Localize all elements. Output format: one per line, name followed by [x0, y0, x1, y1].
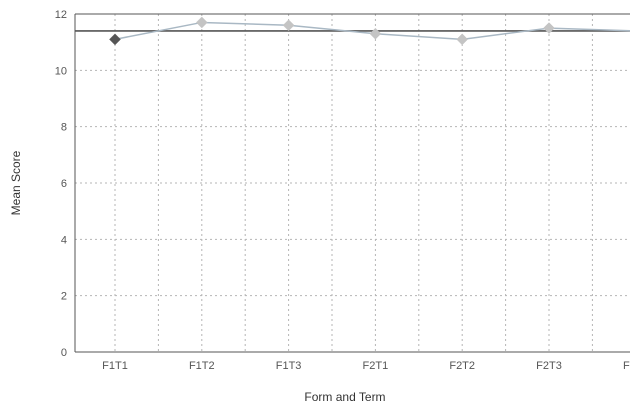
x-axis-label: Form and Term: [304, 390, 385, 404]
data-point-marker: [109, 33, 121, 46]
y-tick-label: 10: [55, 65, 67, 77]
x-tick-label: F2T1: [363, 360, 389, 372]
y-tick-label: 4: [61, 234, 67, 246]
x-tick-labels: F1T1 F1T2 F1T3 F2T1 F2T2 F2T3 F3T1: [102, 360, 630, 372]
axes-layer: [74, 14, 630, 353]
x-tick-label: F2T2: [449, 360, 475, 372]
x-tick-label: F2T3: [536, 360, 562, 372]
y-tick-label: 8: [61, 122, 67, 134]
x-tick-label: F1T2: [189, 360, 215, 372]
y-tick-label: 12: [55, 9, 67, 21]
y-axis-label: Mean Score: [9, 150, 23, 215]
x-tick-label: F3T1: [623, 360, 630, 372]
series-layer: [109, 16, 630, 46]
data-point-marker: [282, 19, 295, 32]
data-point-marker: [369, 27, 382, 40]
y-tick-labels: 0 2 4 6 8 10 12: [55, 9, 67, 359]
data-point-marker: [195, 16, 208, 29]
x-tick-label: F1T1: [102, 360, 128, 372]
y-tick-label: 0: [61, 347, 67, 359]
data-point-marker: [543, 22, 555, 34]
y-tick-label: 6: [61, 178, 67, 190]
y-tick-label: 2: [61, 291, 67, 303]
x-tick-label: F1T3: [276, 360, 302, 372]
grid-layer: [75, 13, 630, 352]
data-point-marker: [456, 33, 469, 46]
